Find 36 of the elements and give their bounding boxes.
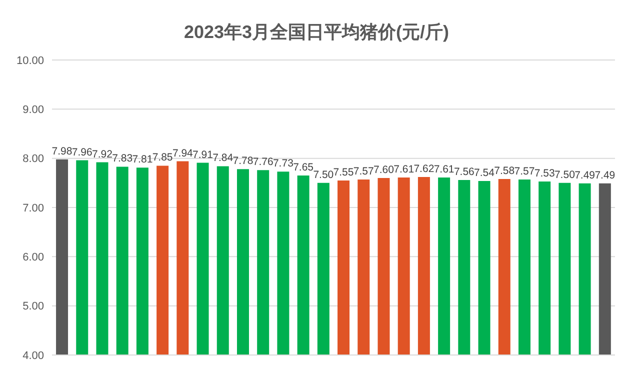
data-label: 7.58 bbox=[494, 164, 515, 177]
y-tick-label: 8.00 bbox=[22, 153, 44, 166]
data-label: 7.96 bbox=[72, 146, 93, 158]
data-label: 7.84 bbox=[212, 152, 234, 164]
data-label: 7.49 bbox=[574, 169, 596, 182]
data-label: 7.57 bbox=[514, 165, 535, 178]
data-label: 7.61 bbox=[394, 164, 414, 176]
data-label: 7.65 bbox=[293, 162, 314, 174]
data-label: 7.50 bbox=[554, 168, 576, 181]
data-label: 7.54 bbox=[474, 166, 495, 179]
data-label: 7.78 bbox=[232, 155, 254, 168]
data-label: 7.83 bbox=[112, 152, 133, 165]
y-tick-label: 9.00 bbox=[22, 104, 44, 116]
data-label: 7.62 bbox=[414, 163, 434, 176]
data-label: 7.53 bbox=[534, 167, 555, 180]
data-label: 7.56 bbox=[454, 166, 475, 178]
y-tick-label: 4.00 bbox=[22, 350, 44, 362]
data-label: 7.85 bbox=[152, 152, 173, 164]
data-label: 7.76 bbox=[252, 156, 274, 168]
y-tick-label: 7.00 bbox=[22, 202, 44, 214]
chart-title: 2023年3月全国日平均猪价(元/斤) bbox=[182, 21, 450, 44]
data-label: 7.94 bbox=[172, 147, 194, 160]
data-label: 7.73 bbox=[272, 158, 294, 170]
data-label: 7.81 bbox=[132, 154, 153, 166]
data-label: 7.60 bbox=[374, 164, 394, 176]
data-label: 7.91 bbox=[192, 148, 214, 161]
data-label: 7.61 bbox=[434, 164, 454, 176]
data-label: 7.49 bbox=[594, 169, 616, 182]
data-label: 7.55 bbox=[333, 166, 354, 178]
y-tick-label: 5.00 bbox=[22, 300, 44, 313]
data-label: 7.98 bbox=[52, 145, 72, 158]
data-label: 7.50 bbox=[313, 168, 334, 181]
data-label: 7.57 bbox=[353, 165, 374, 178]
data-label: 7.92 bbox=[92, 148, 113, 160]
y-tick-label: 10.00 bbox=[16, 54, 44, 67]
y-tick-label: 6.00 bbox=[22, 252, 44, 264]
